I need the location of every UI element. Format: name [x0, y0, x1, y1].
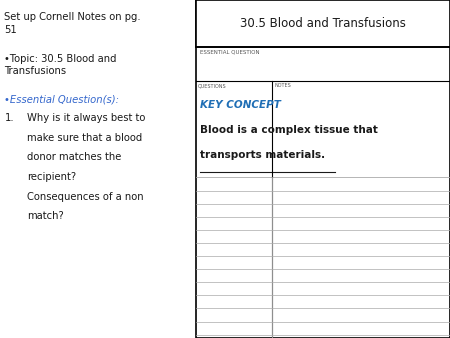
- Text: •Essential Question(s):: •Essential Question(s):: [4, 95, 120, 105]
- Text: 51: 51: [4, 25, 17, 35]
- Text: Set up Cornell Notes on pg.: Set up Cornell Notes on pg.: [4, 12, 141, 22]
- FancyBboxPatch shape: [196, 0, 450, 47]
- Text: 1.: 1.: [4, 113, 14, 123]
- FancyBboxPatch shape: [196, 0, 450, 338]
- Text: Transfusions: Transfusions: [4, 66, 67, 76]
- Text: match?: match?: [27, 211, 64, 221]
- Text: QUESTIONS: QUESTIONS: [198, 83, 227, 88]
- Text: ESSENTIAL QUESTION: ESSENTIAL QUESTION: [200, 49, 260, 54]
- Text: recipient?: recipient?: [27, 172, 76, 182]
- Text: •Topic: 30.5 Blood and: •Topic: 30.5 Blood and: [4, 54, 117, 64]
- Text: Why is it always best to: Why is it always best to: [27, 113, 145, 123]
- Text: NOTES: NOTES: [274, 83, 291, 88]
- Text: make sure that a blood: make sure that a blood: [27, 133, 142, 143]
- Text: Blood is a complex tissue that: Blood is a complex tissue that: [200, 125, 378, 135]
- Text: KEY CONCEPT: KEY CONCEPT: [200, 100, 281, 110]
- Text: donor matches the: donor matches the: [27, 152, 122, 163]
- Text: 30.5 Blood and Transfusions: 30.5 Blood and Transfusions: [240, 17, 406, 30]
- Text: transports materials.: transports materials.: [200, 150, 325, 161]
- Text: Consequences of a non: Consequences of a non: [27, 192, 144, 202]
